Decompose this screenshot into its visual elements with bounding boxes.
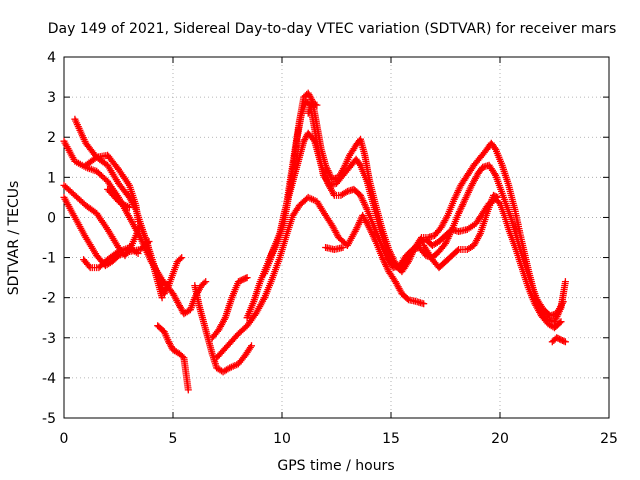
series-arc-7 — [104, 185, 133, 211]
y-axis-label: SDTVAR / TECUs — [6, 181, 22, 296]
series-markers — [322, 244, 347, 253]
series-arc-16 — [322, 244, 347, 253]
plot-frame — [63, 56, 610, 419]
y-tick-label: -4 — [42, 371, 56, 387]
x-tick-label: 20 — [491, 431, 509, 447]
series-arc-18 — [548, 334, 569, 346]
data-series — [60, 89, 569, 394]
y-tick-label: -5 — [42, 411, 56, 427]
series-markers — [60, 137, 210, 318]
series-markers — [208, 274, 251, 342]
series-markers — [265, 89, 569, 326]
x-tick-label: 10 — [273, 431, 291, 447]
x-tick-label: 0 — [60, 431, 69, 447]
y-tick-labels: -5 -4 -3 -2 -1 0 1 2 3 4 — [42, 50, 56, 427]
chart-title: Day 149 of 2021, Sidereal Day-to-day VTE… — [48, 21, 616, 37]
series-markers — [213, 193, 428, 362]
series-arc-13 — [261, 97, 567, 320]
series-arc-15 — [304, 99, 321, 117]
y-tick-label: 4 — [47, 50, 56, 66]
series-arc-5 — [82, 151, 142, 225]
series-arc-6 — [80, 244, 142, 272]
series-arc-14 — [265, 89, 569, 326]
x-tick-label: 15 — [382, 431, 400, 447]
y-tick-label: -3 — [42, 331, 56, 347]
series-arc-10 — [208, 274, 251, 342]
y-tick-label: 3 — [47, 90, 56, 106]
x-axis-label: GPS time / hours — [277, 458, 394, 474]
x-tick-label: 25 — [600, 431, 618, 447]
y-tick-label: 2 — [47, 130, 56, 146]
series-markers — [104, 185, 133, 211]
series-markers — [154, 322, 192, 394]
y-tick-label: -1 — [42, 251, 56, 267]
series-arc-1 — [60, 137, 210, 318]
series-arc-17 — [420, 191, 502, 272]
y-tick-label: 0 — [47, 210, 56, 226]
x-tick-label: 5 — [169, 431, 178, 447]
y-tick-label: -2 — [42, 291, 56, 307]
series-markers — [80, 244, 142, 272]
series-markers — [304, 99, 321, 117]
axis-ticks — [63, 56, 610, 419]
series-markers — [548, 334, 569, 346]
series-markers — [82, 151, 142, 225]
series-arc-8 — [154, 322, 192, 394]
series-arc-11 — [213, 193, 428, 362]
series-markers — [420, 191, 502, 272]
series-markers — [261, 97, 567, 320]
x-tick-labels: 0 5 10 15 20 25 — [60, 431, 618, 447]
y-tick-label: 1 — [47, 170, 56, 186]
